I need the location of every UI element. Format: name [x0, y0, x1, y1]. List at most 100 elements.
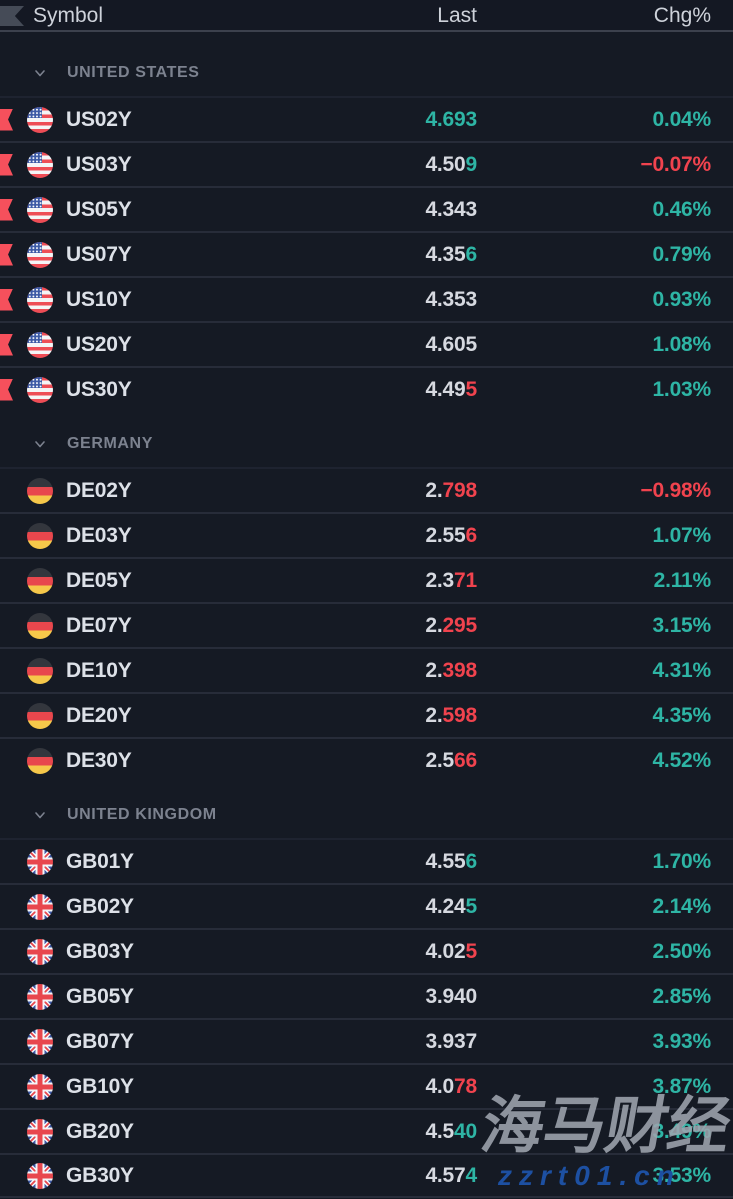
symbol-label: DE10Y [66, 659, 132, 682]
symbol-label: GB03Y [66, 940, 134, 963]
change-percent: 0.46% [652, 198, 711, 221]
country-flag-icon [27, 1073, 53, 1100]
country-flag-icon [27, 522, 53, 549]
symbol-label: DE20Y [66, 704, 132, 727]
symbol-label: US10Y [66, 288, 132, 311]
flag-marker-icon [0, 288, 13, 311]
country-flag-icon [27, 848, 53, 875]
change-percent: 4.31% [652, 659, 711, 682]
column-header-chg[interactable]: Chg% [653, 3, 711, 27]
table-row[interactable]: DE10Y 2.398 4.31% [0, 647, 733, 692]
table-row[interactable]: GB07Y 3.937 3.93% [0, 1018, 733, 1063]
flag-marker-icon [0, 243, 13, 266]
chevron-down-icon [35, 70, 45, 77]
table-row[interactable]: DE03Y 2.556 1.07% [0, 512, 733, 557]
table-row[interactable]: DE30Y 2.566 4.52% [0, 737, 733, 782]
table-row[interactable]: DE07Y 2.295 3.15% [0, 602, 733, 647]
change-percent: 4.35% [652, 704, 711, 727]
table-row[interactable]: US05Y 4.343 0.46% [0, 186, 733, 231]
symbol-label: US07Y [66, 243, 132, 266]
last-value: 2.556 [425, 524, 477, 547]
country-flag-icon [27, 241, 53, 268]
us-flag-canton [27, 286, 42, 298]
table-row[interactable]: US02Y 4.693 0.04% [0, 96, 733, 141]
symbol-label: US03Y [66, 153, 132, 176]
table-row[interactable]: GB05Y 3.940 2.85% [0, 973, 733, 1018]
section-header[interactable]: GERMANY [0, 411, 733, 467]
flag-marker-icon [0, 153, 13, 176]
table-row[interactable]: US30Y 4.495 1.03% [0, 366, 733, 411]
last-value: 4.509 [425, 153, 477, 176]
flag-marker-icon [0, 378, 13, 401]
symbol-label: US20Y [66, 333, 132, 356]
symbol-label: GB01Y [66, 850, 134, 873]
symbol-label: GB10Y [66, 1075, 134, 1098]
us-flag-canton [27, 196, 42, 208]
table-row[interactable]: GB20Y 4.540 3.49% [0, 1108, 733, 1153]
table-row[interactable]: US20Y 4.605 1.08% [0, 321, 733, 366]
last-value: 4.343 [425, 198, 477, 221]
column-header-symbol[interactable]: Symbol [33, 3, 104, 27]
section-label: GERMANY [67, 435, 153, 452]
country-flag-icon [27, 983, 53, 1010]
last-value: 2.566 [425, 749, 477, 772]
table-row[interactable]: DE05Y 2.371 2.11% [0, 557, 733, 602]
last-value: 4.495 [425, 378, 477, 401]
us-flag-canton [27, 331, 42, 343]
table-row[interactable]: GB30Y 4.574 3.53% [0, 1153, 733, 1198]
table-row[interactable]: GB02Y 4.245 2.14% [0, 883, 733, 928]
change-percent: 1.08% [652, 333, 711, 356]
symbol-label: GB07Y [66, 1030, 134, 1053]
country-flag-icon [27, 1028, 53, 1055]
table-row[interactable]: DE02Y 2.798 −0.98% [0, 467, 733, 512]
last-value: 3.940 [425, 985, 477, 1008]
last-value: 4.556 [425, 850, 477, 873]
change-percent: 2.85% [652, 985, 711, 1008]
table-row[interactable]: US03Y 4.509 −0.07% [0, 141, 733, 186]
chevron-down-icon [35, 812, 45, 819]
change-percent: 3.49% [652, 1120, 711, 1143]
change-percent: 4.52% [652, 749, 711, 772]
last-value: 4.693 [425, 108, 477, 131]
section-header[interactable]: UNITED STATES [0, 32, 733, 96]
last-value: 2.598 [425, 704, 477, 727]
flag-marker-icon [0, 108, 13, 131]
flag-marker-icon[interactable] [0, 6, 24, 26]
table-row[interactable]: GB10Y 4.078 3.87% [0, 1063, 733, 1108]
country-flag-icon [27, 477, 53, 504]
country-flag-icon [27, 106, 53, 133]
table-row[interactable]: GB03Y 4.025 2.50% [0, 928, 733, 973]
country-flag-icon [27, 196, 53, 223]
symbol-label: GB20Y [66, 1120, 134, 1143]
country-flag-icon [27, 612, 53, 639]
us-flag-canton [27, 151, 42, 163]
change-percent: 3.87% [652, 1075, 711, 1098]
section-rows: GB01Y 4.556 1.70% GB02Y 4.245 2.14% GB03… [0, 838, 733, 1198]
change-percent: 0.79% [652, 243, 711, 266]
country-flag-icon [27, 376, 53, 403]
section-header[interactable]: UNITED KINGDOM [0, 782, 733, 838]
country-flag-icon [27, 151, 53, 178]
change-percent: 0.04% [652, 108, 711, 131]
table-row[interactable]: US10Y 4.353 0.93% [0, 276, 733, 321]
table-row[interactable]: GB01Y 4.556 1.70% [0, 838, 733, 883]
country-section: UNITED KINGDOM GB01Y 4.556 1.70% GB02Y 4… [0, 782, 733, 1198]
change-percent: −0.07% [640, 153, 711, 176]
last-value: 4.574 [425, 1164, 477, 1187]
country-flag-icon [27, 657, 53, 684]
symbol-label: DE02Y [66, 479, 132, 502]
table-row[interactable]: DE20Y 2.598 4.35% [0, 692, 733, 737]
last-value: 4.356 [425, 243, 477, 266]
column-header-last[interactable]: Last [437, 3, 477, 27]
symbol-label: US30Y [66, 378, 132, 401]
table-row[interactable]: US07Y 4.356 0.79% [0, 231, 733, 276]
symbol-label: GB30Y [66, 1164, 134, 1187]
country-section: GERMANY DE02Y 2.798 −0.98% DE03Y 2.556 1… [0, 411, 733, 782]
symbol-label: US05Y [66, 198, 132, 221]
change-percent: −0.98% [640, 479, 711, 502]
change-percent: 1.07% [652, 524, 711, 547]
flag-marker-icon [0, 198, 13, 221]
country-flag-icon [27, 1162, 53, 1189]
section-rows: DE02Y 2.798 −0.98% DE03Y 2.556 1.07% DE0… [0, 467, 733, 782]
